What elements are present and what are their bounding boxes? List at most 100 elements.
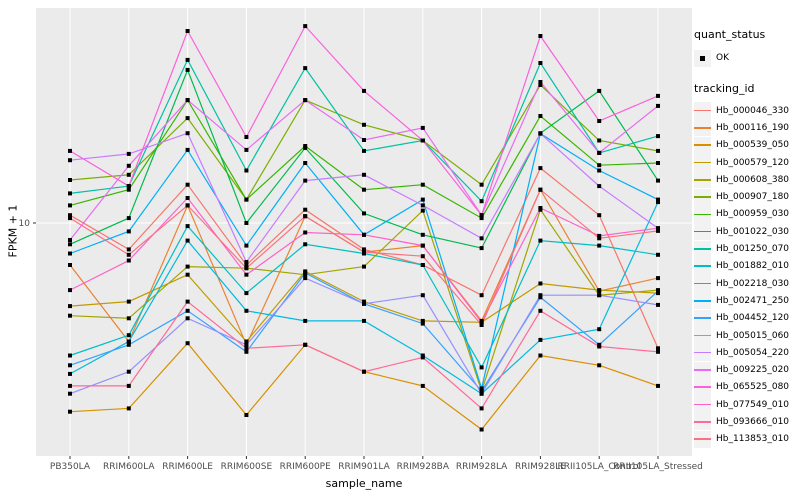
data-point — [126, 252, 131, 257]
legend-item-label: Hb_093666_010 — [716, 416, 790, 427]
data-point — [244, 221, 249, 225]
data-point — [538, 34, 543, 38]
legend-item-label: Hb_005054_220 — [716, 347, 790, 358]
data-point — [538, 206, 543, 210]
data-point — [597, 233, 602, 238]
data-point — [420, 208, 425, 213]
data-point — [656, 134, 660, 139]
legend-key-line — [694, 171, 711, 189]
legend-key-line — [694, 223, 711, 241]
data-point — [185, 116, 190, 121]
data-point — [185, 316, 190, 321]
data-point — [597, 163, 602, 168]
legend-key-line — [694, 309, 711, 327]
data-point — [126, 258, 131, 263]
data-point — [597, 138, 602, 143]
data-point — [420, 243, 425, 248]
legend-key-line — [694, 102, 711, 120]
x-tick-label: RRIM901LA — [338, 462, 390, 472]
data-point — [538, 353, 543, 358]
data-point — [656, 346, 660, 351]
data-point — [185, 57, 190, 62]
data-point — [538, 308, 543, 313]
legend-key-point — [694, 49, 711, 67]
data-point — [538, 114, 543, 118]
data-point — [126, 151, 131, 156]
data-point — [244, 147, 249, 152]
data-point — [303, 207, 308, 212]
data-point — [479, 406, 484, 411]
legend-key-line — [694, 344, 711, 362]
data-point — [597, 236, 602, 241]
data-point — [362, 211, 366, 216]
data-point — [68, 409, 72, 414]
data-point — [303, 98, 308, 103]
x-tick-label: RRIM928LE — [515, 462, 566, 472]
data-point — [538, 281, 543, 286]
legend-item-label: Hb_000046_330 — [716, 105, 790, 116]
data-point — [126, 406, 131, 411]
data-point — [244, 346, 249, 351]
data-point — [68, 238, 72, 242]
legend-title-tracking-id: tracking_id — [694, 82, 755, 95]
data-point — [68, 371, 72, 376]
data-point — [126, 342, 131, 347]
data-point — [244, 413, 249, 417]
data-point — [126, 247, 131, 252]
data-point — [126, 299, 131, 304]
data-point — [303, 178, 308, 183]
legend-item-ok: OK — [694, 48, 800, 68]
data-point — [538, 131, 543, 136]
legend-item-label: Hb_000959_030 — [716, 209, 790, 220]
data-point — [656, 103, 660, 108]
data-point — [362, 301, 366, 306]
x-tick-label: RRIM600PE — [280, 462, 332, 472]
legend-key-line — [694, 257, 711, 275]
data-point — [597, 168, 602, 173]
legend-key-line — [694, 292, 711, 310]
data-point — [303, 342, 308, 347]
legend-key-line — [694, 275, 711, 293]
data-point — [479, 386, 484, 391]
legend-item-label: Hb_077549_010 — [716, 399, 790, 410]
data-point — [479, 182, 484, 187]
data-point — [479, 293, 484, 298]
data-point — [68, 191, 72, 196]
legend-item-label: Hb_001882_010 — [716, 261, 790, 272]
data-point — [656, 178, 660, 183]
legend-key-line — [694, 205, 711, 223]
data-point — [362, 122, 366, 127]
data-point — [656, 161, 660, 165]
data-point — [597, 327, 602, 332]
data-point — [420, 125, 425, 130]
data-point — [185, 341, 190, 346]
series-points-Hb_005015_060 — [68, 276, 660, 396]
data-point — [362, 88, 366, 93]
data-point — [362, 138, 366, 142]
data-point — [185, 98, 190, 103]
series-color-line-icon — [694, 351, 711, 354]
data-point — [479, 365, 484, 370]
legend-key-line — [694, 119, 711, 137]
data-point — [362, 369, 366, 374]
series-color-line-icon — [694, 421, 711, 423]
data-point — [303, 161, 308, 165]
series-color-line-icon — [694, 230, 711, 233]
legend-key-line — [694, 396, 711, 414]
legend-item-label: Hb_001022_030 — [716, 226, 790, 237]
data-point — [656, 226, 660, 231]
data-point — [362, 318, 366, 323]
data-point — [538, 80, 543, 84]
x-tick-label: RRII105LA_Control — [557, 462, 640, 472]
data-point — [362, 247, 366, 252]
data-point — [185, 299, 190, 304]
data-point — [244, 272, 249, 277]
legend-item-label: Hb_000907_180 — [716, 192, 790, 203]
legend-key-line — [694, 327, 711, 344]
data-point — [244, 349, 249, 354]
data-point — [362, 250, 366, 255]
data-point — [68, 391, 72, 396]
legend-item-label: Hb_000579_120 — [716, 157, 790, 168]
series-color-line-icon — [694, 109, 711, 112]
